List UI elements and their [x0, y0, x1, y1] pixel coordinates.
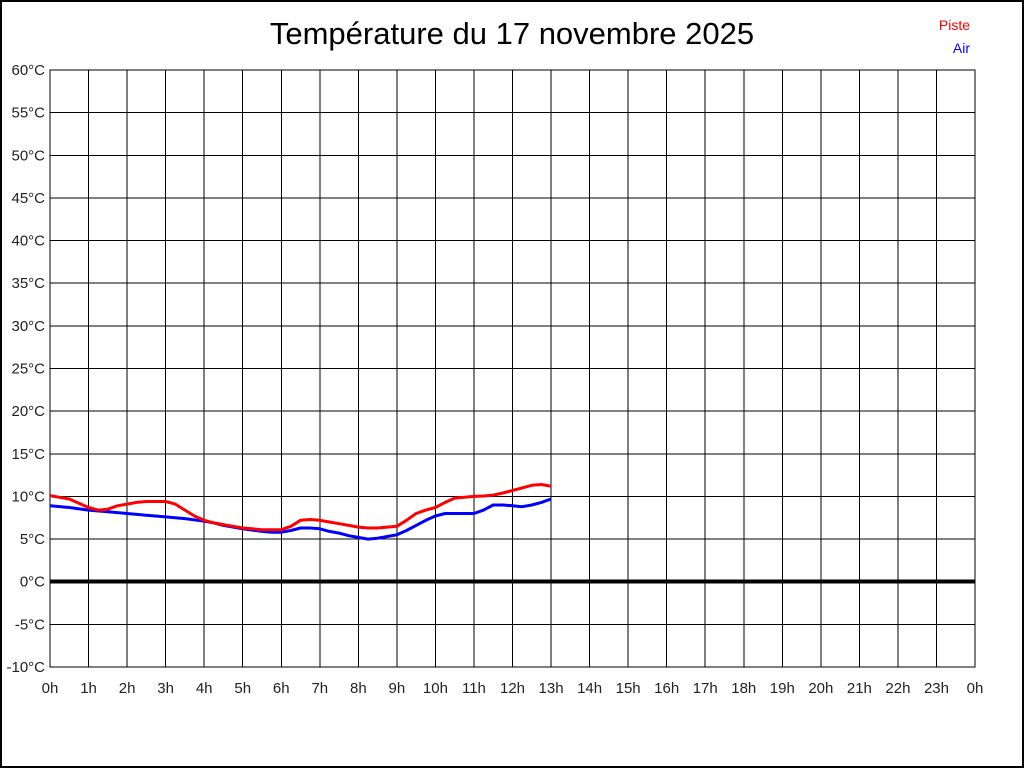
- x-tick-label: 23h: [924, 680, 949, 697]
- chart-title: Température du 17 novembre 2025: [269, 16, 755, 51]
- x-tick-label: 14h: [577, 680, 602, 697]
- x-tick-label: 17h: [693, 680, 718, 697]
- x-tick-label: 3h: [157, 680, 174, 697]
- y-tick-label: 15°C: [11, 446, 45, 463]
- x-tick-label: 12h: [500, 680, 525, 697]
- x-tick-label: 20h: [808, 680, 833, 697]
- grid-lines: [49, 69, 976, 668]
- y-tick-label: 10°C: [11, 488, 45, 505]
- x-axis-labels: 0h 1h 2h 3h 4h 5h 6h 7h 8h 9h 10h 11h 12h 13h 14h 15h 16…: [42, 680, 984, 697]
- y-tick-label: -10°C: [6, 659, 45, 676]
- y-tick-label: 0°C: [20, 574, 45, 591]
- x-tick-label: 15h: [616, 680, 641, 697]
- x-tick-label: 9h: [389, 680, 406, 697]
- x-tick-label: 6h: [273, 680, 290, 697]
- legend-item-piste: Piste: [938, 17, 970, 33]
- y-axis-labels: -10°C -5°C 0°C 5°C 10°C 15°C 20°C 25°C 30°C 35°C 4…: [6, 62, 45, 676]
- x-tick-label: 7h: [311, 680, 328, 697]
- legend-item-air: Air: [952, 40, 970, 56]
- x-tick-label: 1h: [80, 680, 97, 697]
- x-tick-label: 16h: [654, 680, 679, 697]
- x-tick-label: 8h: [350, 680, 367, 697]
- x-tick-label: 19h: [770, 680, 795, 697]
- y-tick-label: 30°C: [11, 318, 45, 335]
- series-line-piste: [49, 483, 552, 532]
- y-tick-label: 40°C: [11, 233, 45, 250]
- x-tick-label: 13h: [539, 680, 564, 697]
- y-tick-label: 5°C: [20, 531, 45, 548]
- x-tick-label: 4h: [196, 680, 213, 697]
- x-tick-label: 22h: [885, 680, 910, 697]
- legend: Piste Air: [939, 14, 970, 60]
- series-line-air: [49, 497, 552, 541]
- x-tick-label: 0h: [42, 680, 59, 697]
- x-tick-label: 5h: [234, 680, 251, 697]
- x-tick-label: 0h: [967, 680, 984, 697]
- x-tick-label: 18h: [731, 680, 756, 697]
- plot-border: [49, 69, 976, 668]
- x-tick-label: 11h: [462, 680, 486, 697]
- y-tick-label: 35°C: [11, 275, 45, 292]
- x-tick-label: 2h: [119, 680, 136, 697]
- y-tick-label: 25°C: [11, 361, 45, 378]
- x-tick-label: 10h: [423, 680, 448, 697]
- x-tick-label: 21h: [847, 680, 872, 697]
- y-tick-label: 45°C: [11, 190, 45, 207]
- y-tick-label: -5°C: [15, 616, 45, 633]
- y-tick-label: 20°C: [11, 403, 45, 420]
- y-tick-label: 50°C: [11, 147, 45, 164]
- y-tick-label: 55°C: [11, 105, 45, 122]
- y-tick-label: 60°C: [11, 62, 45, 79]
